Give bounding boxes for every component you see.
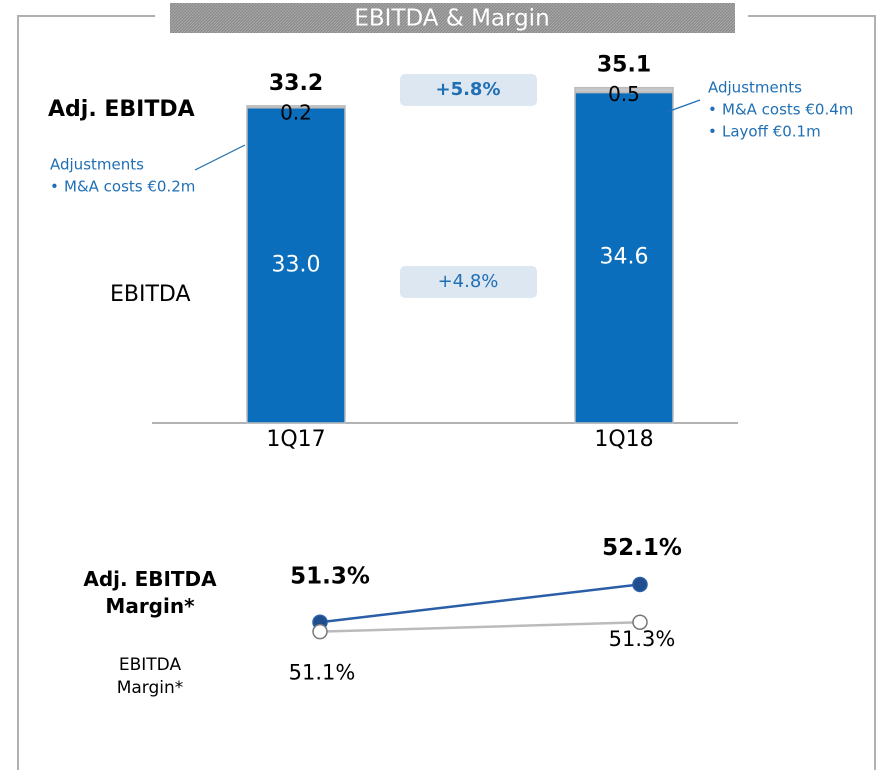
bar-segment: [574, 91, 674, 424]
growth-box: [400, 74, 537, 106]
legend-label: Adj. EBITDA Margin*: [83, 567, 217, 618]
growth-label: +5.8%: [435, 79, 500, 100]
series-line: [319, 583, 641, 624]
bar-segment: [574, 86, 674, 94]
value-label: 51.3%: [290, 564, 370, 590]
title-box: [170, 3, 735, 33]
annotation-bullet: •: [708, 123, 717, 141]
total-label: 33.2: [269, 71, 323, 96]
point: [312, 623, 328, 640]
annotation-title: Adjustments: [50, 156, 144, 174]
value-label: 0.2: [280, 100, 312, 124]
frame: [17, 15, 876, 770]
value-label: 52.1%: [602, 535, 682, 561]
series-line: [319, 620, 641, 633]
legend-label: EBITDA Margin*: [117, 655, 184, 698]
value-label: 34.6: [600, 245, 649, 270]
annotation-leader: [666, 99, 701, 113]
annotation-title: Adjustments: [708, 79, 802, 97]
value-label: 0.5: [608, 82, 640, 106]
point: [632, 576, 648, 593]
point: [632, 614, 648, 630]
annotation-bullet: •: [708, 101, 717, 119]
x-tick-label: 1Q18: [594, 427, 653, 452]
value-label: 51.1%: [289, 661, 356, 685]
annotation-bullet: •: [50, 178, 59, 196]
annotation-item: Layoff €0.1m: [722, 123, 821, 141]
value-label: 51.3%: [609, 627, 676, 651]
series-label: EBITDA: [110, 282, 191, 307]
bar-segment: [246, 107, 346, 424]
bar-segment: [246, 105, 346, 109]
totals-label: Adj. EBITDA: [48, 97, 195, 122]
annotation-leader: [194, 144, 246, 171]
value-label: 33.0: [272, 252, 321, 277]
growth-label: +4.8%: [438, 271, 499, 292]
annotation-item: M&A costs €0.4m: [722, 101, 853, 119]
total-label: 35.1: [597, 53, 651, 78]
chart-title: EBITDA & Margin: [354, 6, 549, 32]
growth-box: [400, 266, 537, 298]
annotation-item: M&A costs €0.2m: [64, 178, 195, 196]
x-tick-label: 1Q17: [266, 427, 325, 452]
